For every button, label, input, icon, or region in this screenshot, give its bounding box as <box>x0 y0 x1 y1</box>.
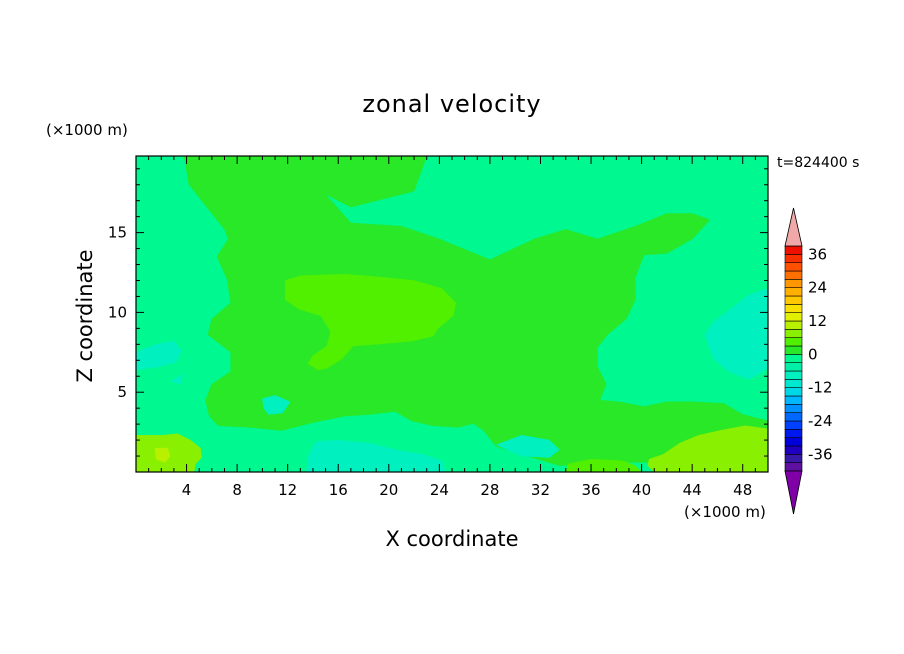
contour-region-bottom-center-positive <box>565 458 642 472</box>
colorbar-swatch <box>784 395 803 405</box>
colorbar-swatch <box>784 262 803 272</box>
colorbar-swatch <box>784 320 803 330</box>
colorbar-labels: 36 24 12 0 -12 -24 -36 <box>808 245 833 463</box>
colorbar-swatch <box>784 254 803 263</box>
contour-region-bottom-center-negative <box>306 439 446 472</box>
colorbar-tick-label: 0 <box>808 345 818 363</box>
contour-region-left-negative <box>136 340 182 371</box>
colorbar-swatch <box>784 412 803 422</box>
colorbar-swatch <box>784 354 803 363</box>
colorbar-swatch <box>784 454 803 463</box>
contour-region-left-negative-small <box>171 374 184 385</box>
colorbar <box>784 207 803 515</box>
colorbar-tick-label: 12 <box>808 312 827 330</box>
colorbar-swatch <box>784 387 803 397</box>
colorbar-tick-label: 36 <box>808 245 827 263</box>
y-tick-label: 10 <box>108 303 127 321</box>
x-tick-label: 36 <box>581 481 600 499</box>
colorbar-swatch <box>784 420 803 430</box>
x-tick-label: 8 <box>232 481 242 499</box>
colorbar-tick-label: -12 <box>808 379 833 397</box>
x-tick-label: 20 <box>379 481 398 499</box>
colorbar-min-arrow <box>784 470 803 515</box>
x-tick-label: 32 <box>531 481 550 499</box>
colorbar-swatch <box>784 429 803 438</box>
timestamp-label: t=824400 s <box>777 155 859 171</box>
colorbar-swatch <box>784 362 803 372</box>
x-axis-title: X coordinate <box>385 527 518 551</box>
colorbar-swatch <box>784 304 803 313</box>
colorbar-max-arrow <box>784 207 803 247</box>
contour-region-lower-left-core <box>154 447 171 463</box>
x-tick-label: 24 <box>430 481 449 499</box>
colorbar-swatch <box>784 279 803 288</box>
contour-region-central-positive <box>284 273 457 371</box>
y-tick-label: 5 <box>117 383 127 401</box>
colorbar-tick-label: -24 <box>808 412 833 430</box>
colorbar-tick-label: -36 <box>808 445 833 463</box>
x-axis-unit: (×1000 m) <box>684 503 766 521</box>
x-tick-label: 16 <box>329 481 348 499</box>
x-tick-label: 44 <box>683 481 702 499</box>
x-tick-label: 4 <box>182 481 192 499</box>
y-tick-label: 15 <box>108 224 127 242</box>
colorbar-swatch <box>784 462 803 472</box>
colorbar-swatch <box>784 445 803 455</box>
colorbar-swatch <box>784 345 803 355</box>
y-axis-unit: (×1000 m) <box>46 121 128 139</box>
contour-region-lower-right-positive <box>647 425 768 472</box>
contour-region-center-negative-small <box>262 395 291 415</box>
axis-ticks <box>136 156 768 472</box>
colorbar-swatch <box>784 337 803 347</box>
colorbar-swatch <box>784 379 803 388</box>
contour-fill-regions <box>136 156 768 472</box>
colorbar-swatch <box>784 245 803 255</box>
colorbar-swatch <box>784 295 803 305</box>
colorbar-swatch <box>784 270 803 280</box>
x-tick-label: 40 <box>632 481 651 499</box>
chart-title: zonal velocity <box>362 90 541 118</box>
y-tick-labels: 5 10 15 <box>108 224 127 402</box>
x-tick-label: 48 <box>733 481 752 499</box>
x-tick-label: 28 <box>480 481 499 499</box>
colorbar-swatch <box>784 437 803 447</box>
colorbar-swatch <box>784 329 803 338</box>
contour-region-right-negative <box>704 288 768 380</box>
y-axis-title: Z coordinate <box>73 249 97 382</box>
colorbar-tick-label: 24 <box>808 279 827 297</box>
contour-region-right-bottom-negative <box>495 435 560 458</box>
colorbar-swatch <box>784 404 803 413</box>
colorbar-swatch <box>784 312 803 322</box>
x-tick-label: 12 <box>278 481 297 499</box>
x-tick-labels: 4 8 12 16 20 24 28 32 36 40 44 48 <box>182 481 752 499</box>
colorbar-swatch <box>784 287 803 297</box>
colorbar-swatch <box>784 370 803 380</box>
